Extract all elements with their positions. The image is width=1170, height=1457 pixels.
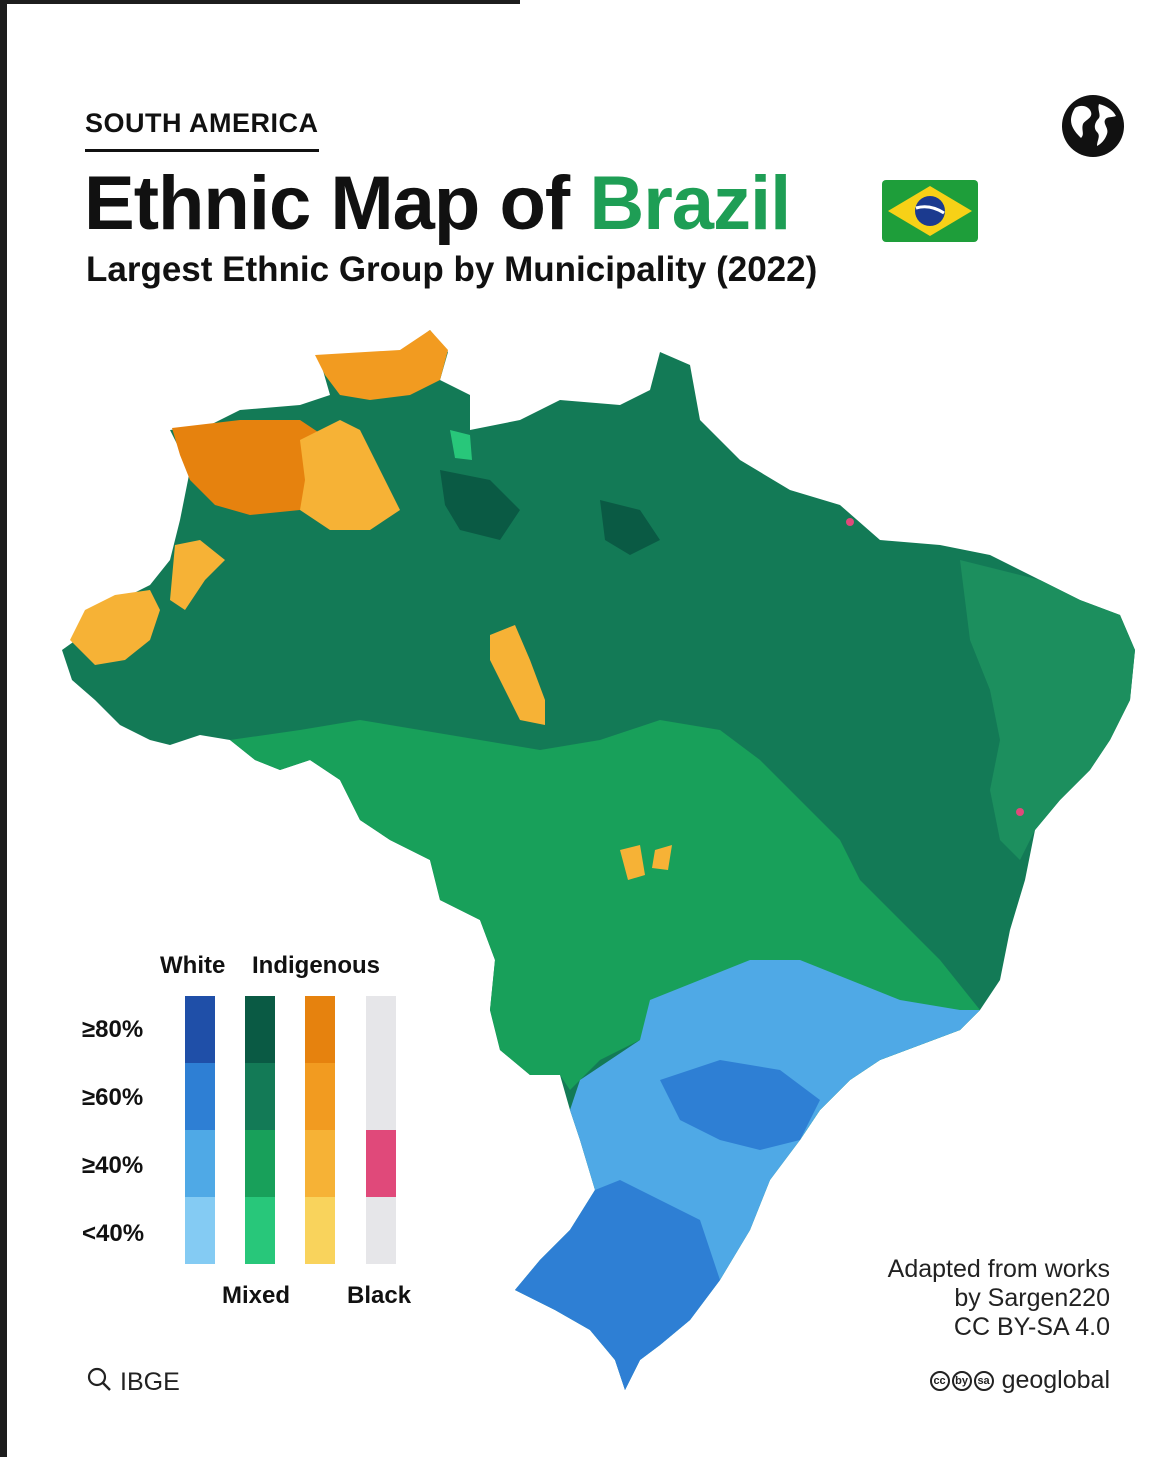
globe-icon bbox=[1061, 94, 1125, 163]
legend-level-60: ≥60% bbox=[82, 1084, 144, 1111]
map-region-indigenous-para bbox=[490, 625, 545, 725]
brand-label: geoglobal bbox=[1001, 1366, 1110, 1394]
map-region-dark-amazon-2 bbox=[600, 500, 660, 555]
sa-icon: sa bbox=[973, 1370, 994, 1391]
legend-bar-white bbox=[185, 996, 215, 1264]
map-region-indigenous-strip bbox=[170, 540, 225, 610]
page-title: Ethnic Map of Brazil bbox=[84, 160, 791, 247]
legend-swatch-indigenous-40 bbox=[305, 1130, 335, 1197]
legend-bar-black bbox=[366, 996, 396, 1264]
frame-border-top bbox=[0, 0, 520, 4]
legend-bar-mixed bbox=[245, 996, 275, 1264]
legend-level-40: ≥40% bbox=[82, 1152, 144, 1179]
map-region-indigenous-roraima bbox=[315, 330, 448, 400]
data-source-label: IBGE bbox=[120, 1368, 180, 1396]
map-region-indigenous-xingu bbox=[620, 845, 645, 880]
brazil-flag-icon bbox=[882, 180, 978, 247]
attribution-line-3: CC BY-SA 4.0 bbox=[953, 1313, 1110, 1341]
kicker-label: SOUTH AMERICA bbox=[85, 108, 319, 152]
legend-swatch-white-lt40 bbox=[185, 1197, 215, 1264]
legend-label-white: White bbox=[160, 952, 226, 979]
legend-swatch-indigenous-80 bbox=[305, 996, 335, 1063]
legend-label-mixed: Mixed bbox=[222, 1282, 291, 1309]
legend-swatch-black-40 bbox=[366, 1130, 396, 1197]
attribution-line-2: by Sargen220 bbox=[954, 1284, 1110, 1312]
map-region-light-amapa bbox=[450, 430, 472, 460]
cc-license-icon: cc by sa bbox=[929, 1370, 994, 1391]
legend-swatch-mixed-40 bbox=[245, 1130, 275, 1197]
legend-swatch-white-60 bbox=[185, 1063, 215, 1130]
map-point-black-2 bbox=[1016, 808, 1024, 816]
title-accent: Brazil bbox=[589, 161, 791, 246]
legend-swatch-mixed-80 bbox=[245, 996, 275, 1063]
map-region-indigenous-north bbox=[172, 420, 330, 515]
legend-swatch-black-80 bbox=[366, 996, 396, 1063]
map-region-northeast bbox=[960, 560, 1135, 860]
cc-icon: cc bbox=[929, 1370, 950, 1391]
map-region-indigenous-west bbox=[70, 590, 160, 665]
page-subtitle: Largest Ethnic Group by Municipality (20… bbox=[86, 250, 818, 289]
legend-swatch-mixed-60 bbox=[245, 1063, 275, 1130]
legend-swatch-white-40 bbox=[185, 1130, 215, 1197]
data-source: IBGE bbox=[86, 1366, 180, 1399]
legend-swatch-indigenous-60 bbox=[305, 1063, 335, 1130]
map-region-dark-amazon bbox=[440, 470, 520, 540]
legend-swatch-mixed-lt40 bbox=[245, 1197, 275, 1264]
legend-swatch-black-lt40 bbox=[366, 1197, 396, 1264]
legend-level-lt40: <40% bbox=[82, 1220, 145, 1247]
brand: cc by sa geoglobal bbox=[929, 1366, 1110, 1395]
attribution-line-1: Adapted from works bbox=[887, 1255, 1110, 1283]
legend-label-black: Black bbox=[347, 1282, 412, 1309]
legend-swatch-white-80 bbox=[185, 996, 215, 1063]
search-icon bbox=[86, 1366, 112, 1399]
title-lead: Ethnic Map of bbox=[84, 161, 570, 246]
map-region-indigenous-xingu-2 bbox=[652, 845, 672, 870]
legend-label-indigenous: Indigenous bbox=[252, 952, 380, 979]
legend-level-80: ≥80% bbox=[82, 1016, 144, 1043]
legend-bar-indigenous bbox=[305, 996, 335, 1264]
frame-border-left bbox=[0, 0, 7, 1457]
map-region-sp-core bbox=[660, 1060, 820, 1150]
map-region-far-south bbox=[515, 1180, 720, 1390]
legend-swatch-black-60 bbox=[366, 1063, 396, 1130]
map-point-black-1 bbox=[846, 518, 854, 526]
legend-swatch-indigenous-lt40 bbox=[305, 1197, 335, 1264]
by-icon: by bbox=[951, 1370, 972, 1391]
attribution: Adapted from works by Sargen220 CC BY-SA… bbox=[888, 1255, 1110, 1342]
map-region-indigenous-yanomami bbox=[300, 420, 400, 530]
